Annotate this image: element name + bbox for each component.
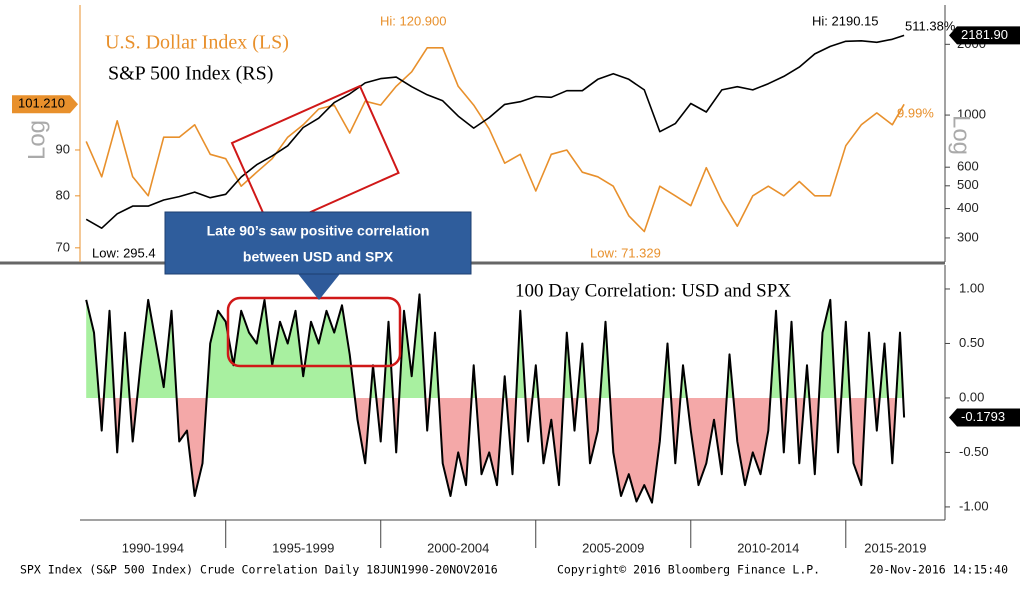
callout-text: Late 90’s saw positive correlation [207,223,430,239]
value-tag-label: -0.1793 [961,409,1005,424]
plot-layer: 1.00 0.50 0.00 -0.50 -1.00 1990-1994 1995-1999… [0,5,1020,555]
y-tick-label: 90 [56,141,70,156]
legend-entry: U.S. Dollar Index (LS) [105,32,289,54]
x-tick-label: 2010-2014 [737,540,799,555]
value-tag-label: 2181.90 [961,27,1008,42]
positive-area [86,294,905,398]
negative-area [99,398,905,503]
annotation: Hi: 120.900 [380,13,447,28]
y-tick-label: 80 [56,187,70,202]
annotation: 9.99% [897,105,934,120]
value-tag [949,408,1020,427]
y-tick-label: -1.00 [959,498,989,513]
x-tick-label: 2015-2019 [864,540,926,555]
y-tick-label: 0.50 [959,335,984,350]
annotation: Low: 71.329 [590,245,661,260]
x-tick-label: 2005-2009 [582,540,644,555]
y-tick-label: 0.00 [959,389,984,404]
y2-tick-label: 500 [957,177,979,192]
legend-entry: S&P 500 Index (RS) [108,63,273,85]
annotation: Low: 295.4 [92,245,156,260]
annotation: Hi: 2190.15 [812,13,879,28]
footer-timestamp: 20-Nov-2016 14:15:40 [870,563,1009,577]
highlight-box [230,84,400,232]
y-axis-label: Log [23,120,50,160]
panel-title: 100 Day Correlation: USD and SPX [515,280,791,301]
value-tag-label: 101.210 [18,96,65,111]
annotation: 511.38% [905,18,956,33]
y-tick-label: -0.50 [959,444,989,459]
y-tick-label: 70 [56,239,70,254]
value-tag [12,95,78,114]
y2-tick-label: 300 [957,229,979,244]
value-tag [949,26,1020,45]
callout-box [164,211,472,275]
y2-tick-label: 400 [957,200,979,215]
series-line [85,34,905,229]
callout-text: between USD and SPX [243,249,394,265]
x-tick-label: 1995-1999 [272,540,334,555]
y-tick-label: 1.00 [959,280,984,295]
footer-copyright: Copyright© 2016 Bloomberg Finance L.P. [557,563,820,577]
correlation-line [85,293,906,504]
x-tick-label: 2000-2004 [427,540,489,555]
y2-tick-label: 1000 [957,107,986,122]
x-tick-label: 1990-1994 [122,540,184,555]
y2-tick-label: 600 [957,159,979,174]
y2-axis-label: Log [948,115,975,155]
highlight-box [226,296,402,368]
footer-source: SPX Index (S&P 500 Index) Crude Correlat… [20,563,498,577]
series-line [85,47,905,233]
